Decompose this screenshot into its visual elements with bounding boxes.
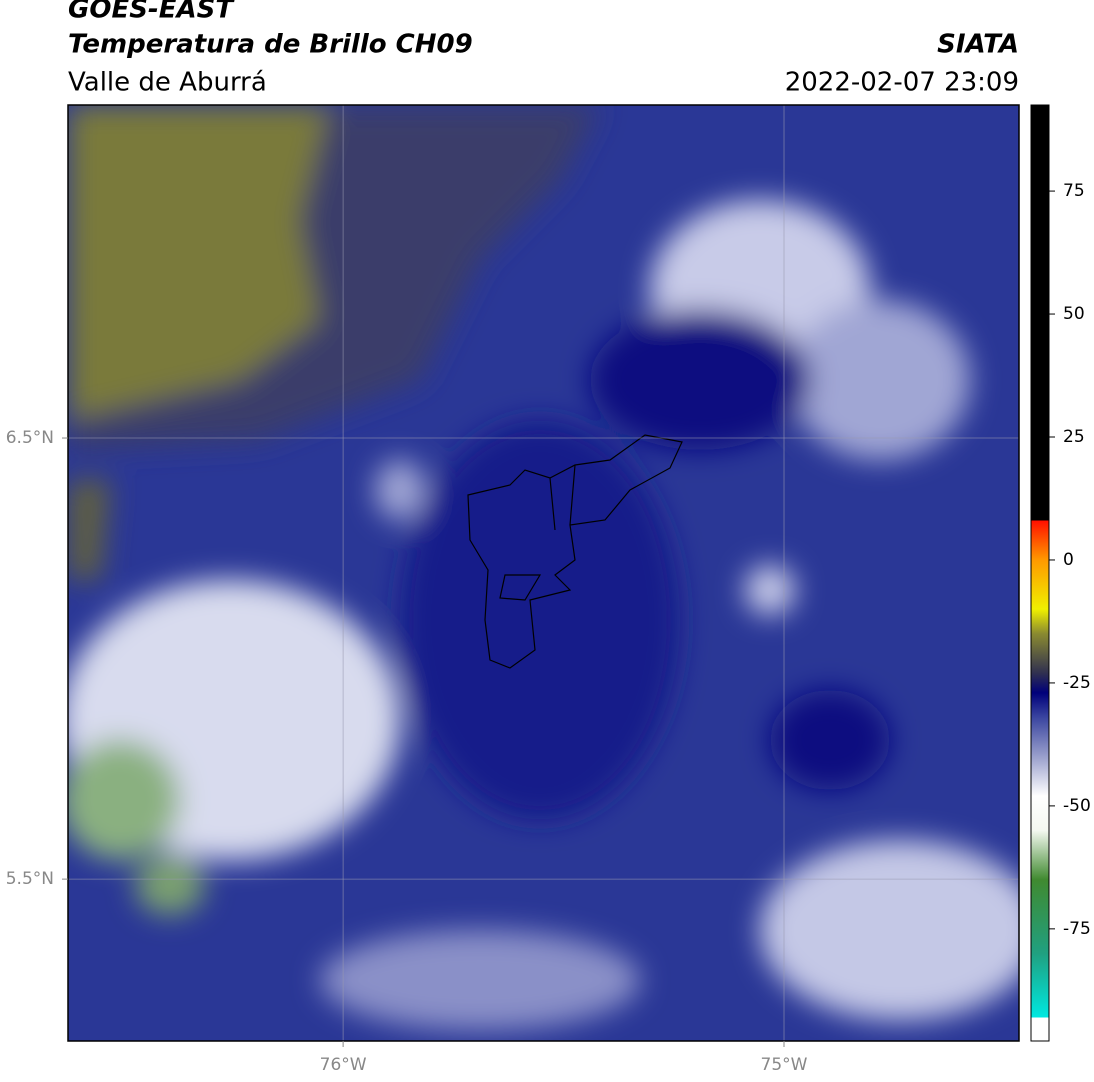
x-tick-label: 75°W: [761, 1055, 808, 1075]
source: SIATA: [937, 30, 1019, 60]
colorbar-tick-label: 75: [1063, 181, 1085, 201]
x-tick-label: 76°W: [320, 1055, 367, 1075]
subtitle: Temperatura de Brillo CH09: [68, 30, 473, 60]
colorbar-tick-label: -25: [1063, 673, 1091, 693]
colorbar-tick-label: -75: [1063, 919, 1091, 939]
colorbar-tick-label: -50: [1063, 796, 1091, 816]
datetime: 2022-02-07 23:09: [785, 68, 1019, 98]
colorbar-tick-label: 0: [1063, 550, 1074, 570]
map-frame: [67, 104, 1020, 1042]
map-imagery: [68, 105, 1019, 1041]
colorbar: [1030, 104, 1050, 1042]
y-tick-label: 5.5°N: [6, 869, 54, 889]
region: Valle de Aburrá: [68, 68, 267, 98]
y-tick-label: 6.5°N: [6, 428, 54, 448]
colorbar-tick-label: 50: [1063, 304, 1085, 324]
region-boundary: [467, 434, 683, 669]
colorbar-tick-label: 25: [1063, 427, 1085, 447]
title: GOES-EAST: [68, 0, 235, 25]
